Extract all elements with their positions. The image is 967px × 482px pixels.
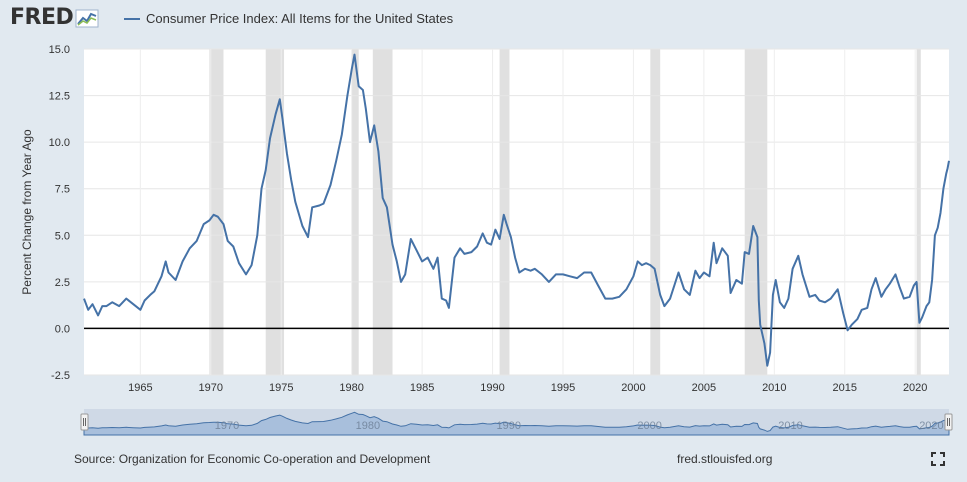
navigator-tick-label: 2000 bbox=[637, 420, 661, 432]
x-tick-label: 1970 bbox=[199, 382, 223, 394]
recession-band bbox=[372, 49, 393, 375]
x-tick-label: 2020 bbox=[903, 382, 927, 394]
y-tick-label: 5.0 bbox=[55, 230, 70, 242]
x-tick-label: 1975 bbox=[269, 382, 293, 394]
site-link[interactable]: fred.stlouisfed.org bbox=[677, 452, 773, 466]
plot-area bbox=[84, 49, 949, 375]
legend-label: Consumer Price Index: All Items for the … bbox=[146, 11, 454, 26]
fred-logo: FRED bbox=[10, 5, 99, 30]
x-tick-label: 1980 bbox=[339, 382, 363, 394]
navigator-right-handle[interactable] bbox=[944, 413, 953, 431]
y-tick-label: 15.0 bbox=[49, 44, 70, 56]
chart-trend-icon bbox=[75, 9, 99, 27]
x-tick-label: 1990 bbox=[480, 382, 504, 394]
legend-line-swatch bbox=[124, 17, 140, 20]
navigator-tick-label: 2020 bbox=[919, 420, 943, 432]
y-axis-label: Percent Change from Year Ago bbox=[20, 129, 34, 295]
recession-band bbox=[351, 49, 359, 375]
y-tick-label: 10.0 bbox=[49, 137, 70, 149]
y-tick-label: 7.5 bbox=[55, 184, 70, 196]
logo-text: FRED bbox=[10, 5, 74, 30]
y-tick-label: 2.5 bbox=[55, 277, 70, 289]
recession-band bbox=[916, 49, 921, 375]
x-tick-label: 1965 bbox=[128, 382, 152, 394]
source-text: Source: Organization for Economic Co-ope… bbox=[74, 452, 431, 466]
recession-band bbox=[265, 49, 285, 375]
recession-band bbox=[650, 49, 661, 375]
navigator-area bbox=[83, 411, 950, 436]
navigator-tick-label: 1980 bbox=[356, 420, 380, 432]
y-tick-label: -2.5 bbox=[51, 370, 70, 382]
chart-container[interactable]: -2.5 0.0 2.5 5.0 7.5 10.0 12.5 15.0 1965 1970 1975… bbox=[0, 0, 967, 453]
y-tick-label: 12.5 bbox=[49, 91, 70, 103]
navigator-tick-label: 2010 bbox=[778, 420, 802, 432]
series-line[interactable] bbox=[83, 53, 950, 367]
navigator-tick-label: 1970 bbox=[215, 420, 239, 432]
x-tick-label: 2000 bbox=[621, 382, 645, 394]
x-tick-label: 2010 bbox=[762, 382, 786, 394]
x-tick-label: 2005 bbox=[692, 382, 716, 394]
line-chart[interactable]: -2.5 0.0 2.5 5.0 7.5 10.0 12.5 15.0 1965 1970 1975… bbox=[0, 0, 967, 448]
navigator-left-handle[interactable] bbox=[80, 413, 89, 431]
recession-band bbox=[744, 49, 768, 375]
x-tick-label: 1985 bbox=[410, 382, 434, 394]
x-tick-label: 2015 bbox=[833, 382, 857, 394]
recession-band bbox=[499, 49, 510, 375]
y-tick-label: 0.0 bbox=[55, 323, 70, 335]
navigator-tick-label: 1990 bbox=[497, 420, 521, 432]
x-tick-label: 1995 bbox=[551, 382, 575, 394]
recession-band bbox=[209, 49, 224, 375]
chart-legend[interactable]: Consumer Price Index: All Items for the … bbox=[124, 11, 453, 26]
fullscreen-icon[interactable] bbox=[931, 452, 945, 466]
